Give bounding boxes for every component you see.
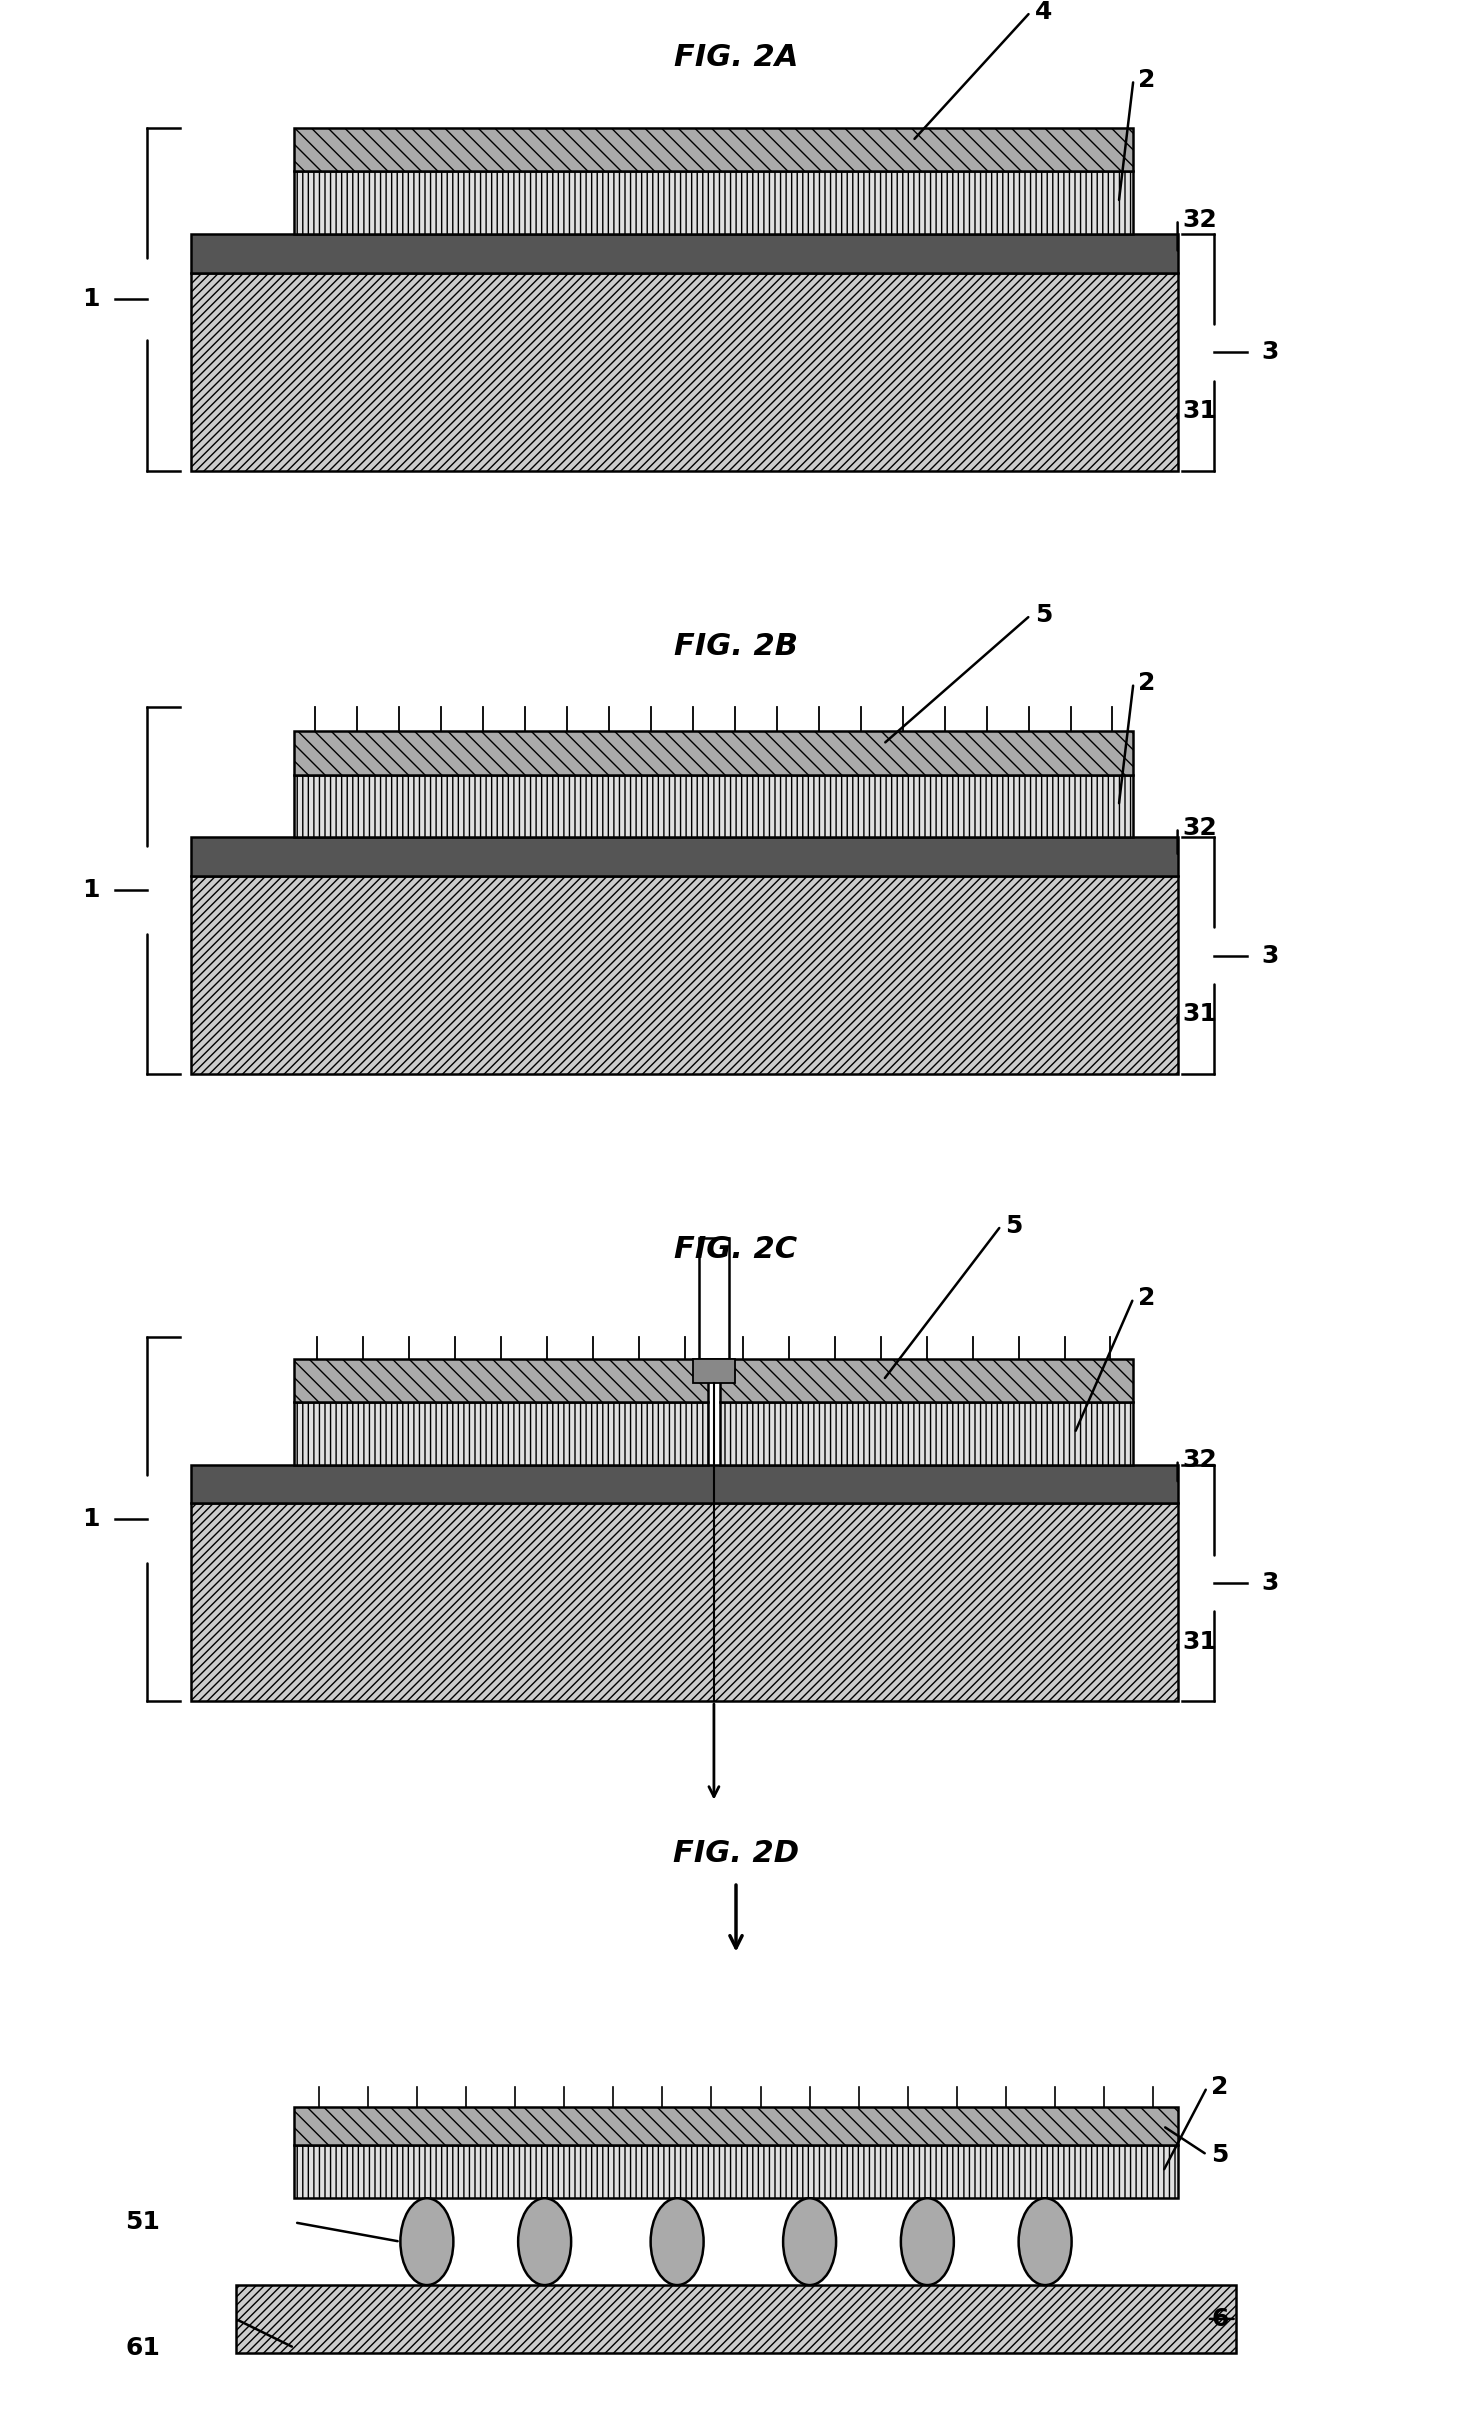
- Circle shape: [518, 2198, 571, 2285]
- Text: 3: 3: [1262, 340, 1279, 364]
- Text: 2: 2: [1138, 671, 1156, 695]
- Text: 2: 2: [1138, 68, 1156, 92]
- Circle shape: [1019, 2198, 1072, 2285]
- Text: FIG. 2D: FIG. 2D: [673, 1839, 799, 1868]
- Circle shape: [901, 2198, 954, 2285]
- Bar: [294, 731, 1133, 775]
- Text: 32: 32: [1182, 816, 1217, 840]
- Bar: [191, 876, 1178, 1074]
- Bar: [294, 128, 1133, 171]
- Text: 61: 61: [125, 2336, 160, 2360]
- Bar: [191, 234, 1178, 273]
- Text: 5: 5: [1211, 2143, 1229, 2167]
- Text: 2: 2: [1138, 1286, 1156, 1310]
- Text: 2: 2: [1211, 2075, 1229, 2099]
- Text: FIG. 2B: FIG. 2B: [674, 632, 798, 661]
- Text: 6: 6: [1211, 2307, 1229, 2331]
- Bar: [191, 1503, 1178, 1701]
- Bar: [191, 837, 1178, 876]
- Text: 32: 32: [1182, 208, 1217, 232]
- Text: 4: 4: [1035, 0, 1052, 24]
- Bar: [294, 2145, 1178, 2198]
- Text: 1: 1: [82, 1508, 100, 1530]
- Bar: [294, 1359, 708, 1402]
- Text: 51: 51: [125, 2210, 160, 2234]
- Text: 3: 3: [1262, 1571, 1279, 1595]
- Bar: [294, 2107, 1178, 2145]
- Bar: [191, 1465, 1178, 1503]
- Circle shape: [651, 2198, 704, 2285]
- Bar: [720, 1402, 1133, 1465]
- Text: 31: 31: [1182, 1001, 1217, 1026]
- Bar: [720, 1359, 1133, 1402]
- Bar: [236, 2285, 1236, 2353]
- Text: 5: 5: [1035, 603, 1052, 627]
- Bar: [294, 1402, 708, 1465]
- Text: 1: 1: [82, 878, 100, 902]
- Text: FIG. 2A: FIG. 2A: [674, 43, 798, 72]
- Bar: [294, 171, 1133, 234]
- Text: FIG. 2C: FIG. 2C: [674, 1235, 798, 1264]
- Bar: [294, 775, 1133, 837]
- Text: 32: 32: [1182, 1448, 1217, 1472]
- Text: 3: 3: [1262, 943, 1279, 968]
- Text: 5: 5: [1005, 1214, 1023, 1238]
- Circle shape: [783, 2198, 836, 2285]
- Text: 31: 31: [1182, 398, 1217, 422]
- Bar: [699, 1238, 729, 1359]
- Bar: [191, 273, 1178, 471]
- Text: 1: 1: [82, 287, 100, 311]
- Text: 31: 31: [1182, 1629, 1217, 1653]
- Bar: [693, 1359, 735, 1383]
- Circle shape: [400, 2198, 453, 2285]
